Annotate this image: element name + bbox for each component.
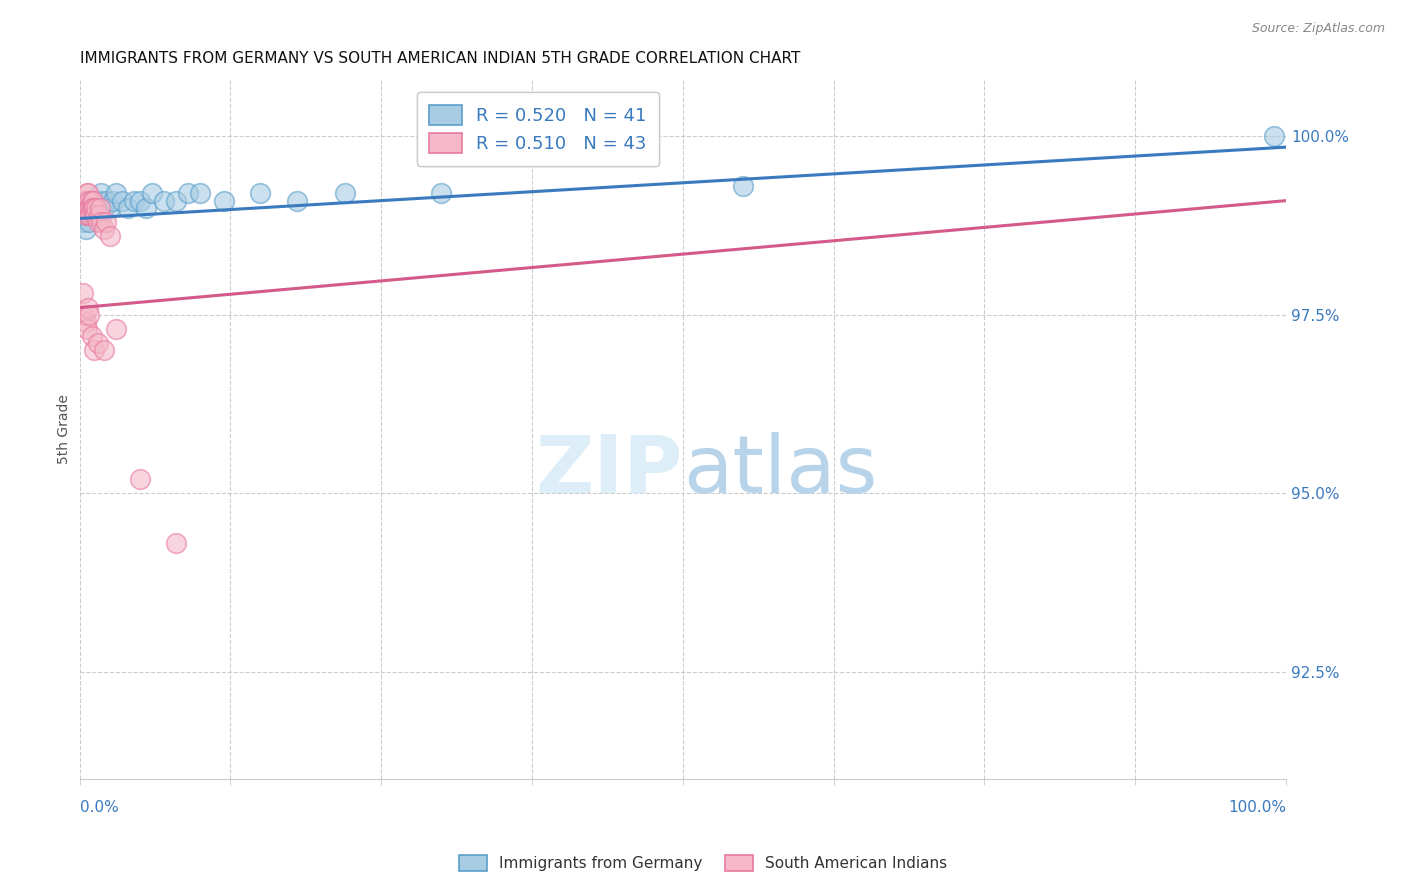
Point — [128, 472, 150, 486]
Point — [73, 208, 96, 222]
Text: 100.0%: 100.0% — [1227, 800, 1286, 815]
Point — [75, 315, 97, 329]
Point — [153, 194, 176, 208]
Point — [90, 186, 112, 201]
Point — [75, 201, 97, 215]
Text: IMMIGRANTS FROM GERMANY VS SOUTH AMERICAN INDIAN 5TH GRADE CORRELATION CHART: IMMIGRANTS FROM GERMANY VS SOUTH AMERICA… — [80, 51, 800, 66]
Point — [93, 343, 115, 358]
Point — [73, 308, 96, 322]
Point — [103, 194, 125, 208]
Point — [73, 201, 96, 215]
Text: Source: ZipAtlas.com: Source: ZipAtlas.com — [1251, 22, 1385, 36]
Point — [72, 201, 94, 215]
Point — [80, 201, 103, 215]
Point — [76, 322, 98, 336]
Point — [135, 201, 157, 215]
Point — [77, 208, 100, 222]
Point — [84, 208, 107, 222]
Point — [77, 186, 100, 201]
Point — [79, 208, 101, 222]
Text: ZIP: ZIP — [536, 432, 683, 510]
Point — [93, 201, 115, 215]
Point — [128, 194, 150, 208]
Point — [87, 201, 110, 215]
Point — [86, 336, 108, 351]
Point — [77, 201, 100, 215]
Point — [93, 222, 115, 236]
Point — [98, 201, 121, 215]
Point — [104, 322, 127, 336]
Point — [249, 186, 271, 201]
Point — [75, 208, 97, 222]
Point — [87, 208, 110, 222]
Point — [75, 194, 97, 208]
Point — [94, 215, 117, 229]
Point — [104, 186, 127, 201]
Point — [77, 208, 100, 222]
Point — [75, 222, 97, 236]
Point — [72, 215, 94, 229]
Point — [75, 201, 97, 215]
Point — [333, 186, 356, 201]
Point — [84, 208, 107, 222]
Point — [122, 194, 145, 208]
Point — [117, 201, 139, 215]
Point — [83, 201, 105, 215]
Point — [76, 194, 98, 208]
Point — [73, 194, 96, 208]
Point — [80, 201, 103, 215]
Point — [79, 201, 101, 215]
Point — [77, 308, 100, 322]
Y-axis label: 5th Grade: 5th Grade — [58, 394, 72, 464]
Point — [79, 194, 101, 208]
Point — [90, 215, 112, 229]
Point — [89, 194, 111, 208]
Point — [72, 286, 94, 301]
Legend: R = 0.520   N = 41, R = 0.510   N = 43: R = 0.520 N = 41, R = 0.510 N = 43 — [416, 92, 659, 166]
Point — [77, 215, 100, 229]
Text: atlas: atlas — [683, 432, 877, 510]
Point — [77, 201, 100, 215]
Point — [83, 343, 105, 358]
Point — [89, 201, 111, 215]
Point — [77, 201, 100, 215]
Point — [731, 179, 754, 194]
Point — [86, 201, 108, 215]
Point — [82, 194, 104, 208]
Legend: Immigrants from Germany, South American Indians: Immigrants from Germany, South American … — [453, 849, 953, 877]
Point — [430, 186, 453, 201]
Point — [1263, 129, 1285, 144]
Point — [285, 194, 308, 208]
Point — [141, 186, 163, 201]
Point — [214, 194, 236, 208]
Point — [77, 301, 100, 315]
Point — [83, 201, 105, 215]
Point — [86, 201, 108, 215]
Point — [82, 194, 104, 208]
Point — [86, 194, 108, 208]
Point — [177, 186, 200, 201]
Point — [77, 194, 100, 208]
Point — [86, 215, 108, 229]
Point — [80, 329, 103, 343]
Point — [165, 536, 187, 550]
Text: 0.0%: 0.0% — [80, 800, 118, 815]
Point — [94, 194, 117, 208]
Point — [76, 186, 98, 201]
Point — [111, 194, 134, 208]
Point — [165, 194, 187, 208]
Point — [80, 208, 103, 222]
Point — [98, 229, 121, 244]
Point — [76, 194, 98, 208]
Point — [188, 186, 211, 201]
Point — [83, 208, 105, 222]
Point — [82, 201, 104, 215]
Point — [80, 194, 103, 208]
